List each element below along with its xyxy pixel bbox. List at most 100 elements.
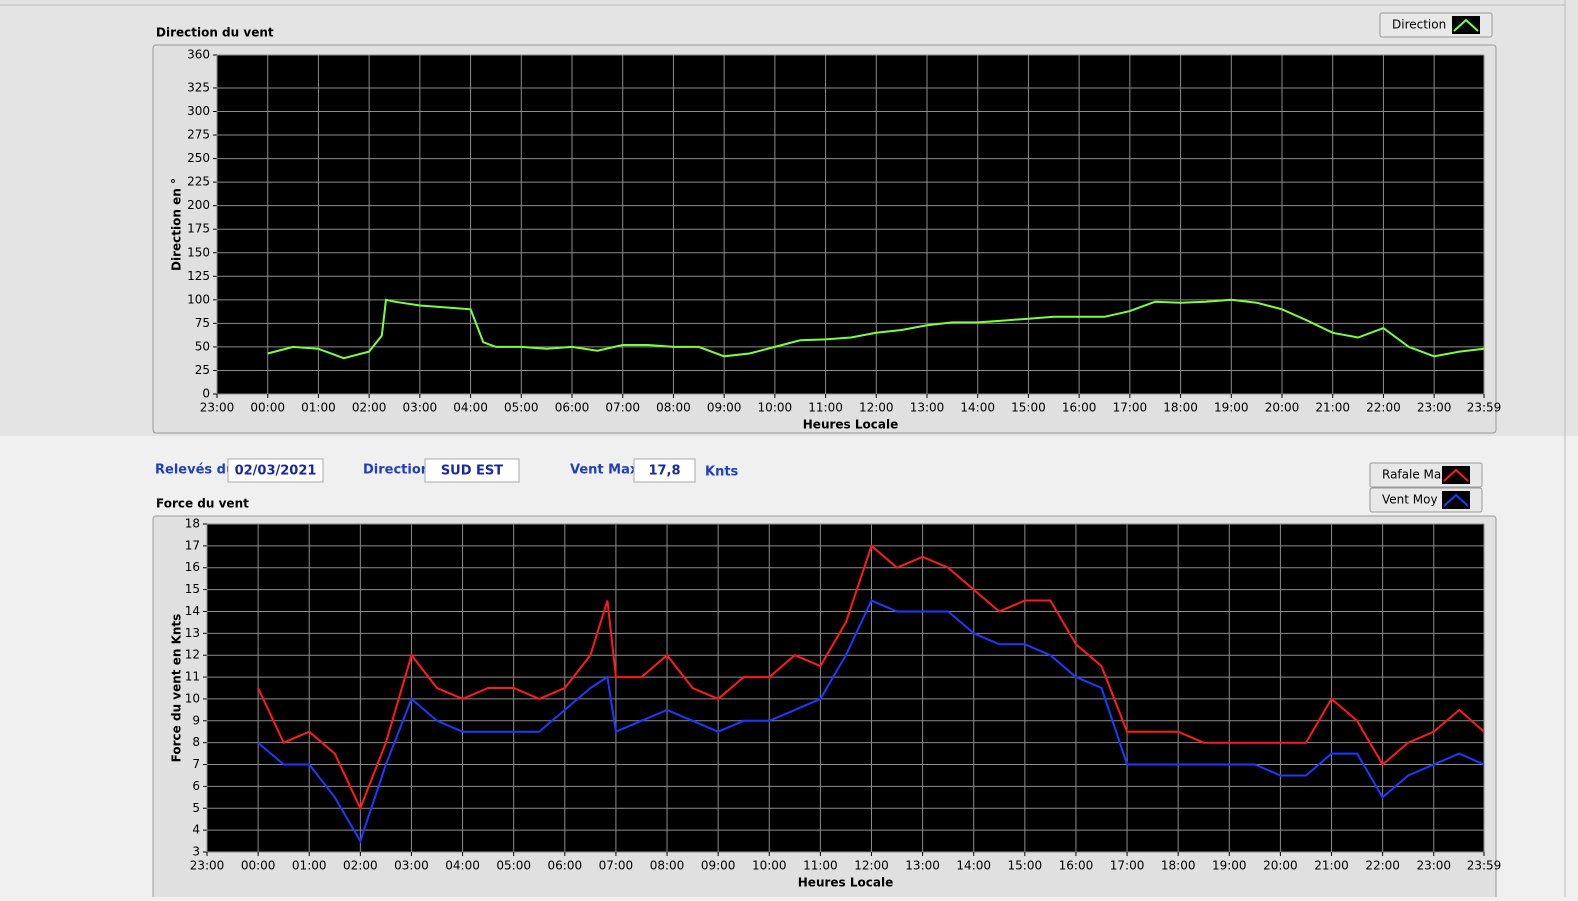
- x-tick-label: 01:00: [292, 859, 327, 873]
- x-tick-label: 03:00: [403, 401, 438, 415]
- x-tick-label: 16:00: [1062, 401, 1097, 415]
- chart-title: Direction du vent: [156, 26, 274, 40]
- legend-swatch: [1443, 468, 1469, 482]
- field-box: [633, 458, 696, 483]
- x-tick-label: 19:00: [1212, 859, 1247, 873]
- x-tick-label: 23:00: [200, 401, 235, 415]
- y-axis-label: Direction en °: [170, 178, 184, 271]
- chart-title: Force du vent: [156, 497, 249, 511]
- legend-swatch-bg: [1442, 466, 1470, 484]
- y-tick-label: 100: [187, 292, 210, 306]
- field-label: Direction: [363, 463, 430, 478]
- x-axis-label: Heures Locale: [803, 418, 898, 432]
- x-tick-label: 15:00: [1008, 859, 1043, 873]
- field-label: Vent Max: [570, 463, 639, 478]
- legend-swatch-bg: [1442, 491, 1470, 509]
- x-tick-label: 23:59: [1467, 859, 1502, 873]
- x-tick-label: 05:00: [504, 401, 539, 415]
- y-tick-label: 11: [185, 670, 200, 684]
- y-tick-label: 360: [187, 48, 210, 62]
- y-tick-label: 8: [192, 735, 200, 749]
- x-tick-label: 18:00: [1163, 401, 1198, 415]
- y-tick-label: 175: [187, 222, 210, 236]
- y-tick-label: 3: [192, 845, 200, 859]
- x-tick-label: 07:00: [599, 859, 634, 873]
- x-tick-label: 20:00: [1263, 859, 1298, 873]
- y-tick-label: 4: [192, 823, 200, 837]
- data-line: [257, 544, 1485, 811]
- data-line: [257, 599, 1485, 844]
- field-label: Relevés du: [155, 463, 235, 478]
- x-tick-label: 17:00: [1113, 401, 1148, 415]
- legend-label: Direction: [1392, 18, 1446, 32]
- x-tick-label: 15:00: [1011, 401, 1046, 415]
- x-tick-label: 06:00: [548, 859, 583, 873]
- y-tick-label: 125: [187, 269, 210, 283]
- field-box: [227, 458, 324, 483]
- field-value: 02/03/2021: [235, 464, 317, 479]
- x-tick-label: 04:00: [453, 401, 488, 415]
- x-tick-label: 08:00: [656, 401, 691, 415]
- y-tick-label: 25: [195, 363, 210, 377]
- y-tick-label: 16: [185, 560, 200, 574]
- data-line: [267, 298, 1485, 360]
- x-tick-label: 03:00: [394, 859, 429, 873]
- x-tick-label: 12:00: [854, 859, 889, 873]
- x-tick-label: 01:00: [301, 401, 336, 415]
- x-tick-label: 13:00: [910, 401, 945, 415]
- y-tick-label: 275: [187, 128, 210, 142]
- y-tick-label: 12: [185, 648, 200, 662]
- legend-swatch: [1453, 18, 1479, 32]
- y-tick-label: 300: [187, 104, 210, 118]
- y-tick-label: 17: [185, 538, 200, 552]
- x-tick-label: 12:00: [859, 401, 894, 415]
- x-tick-label: 09:00: [701, 859, 736, 873]
- y-tick-label: 325: [187, 80, 210, 94]
- x-tick-label: 23:00: [190, 859, 225, 873]
- x-tick-label: 18:00: [1161, 859, 1196, 873]
- x-tick-label: 22:00: [1365, 859, 1400, 873]
- y-tick-label: 150: [187, 245, 210, 259]
- x-tick-label: 14:00: [960, 401, 995, 415]
- field-value: 17,8: [648, 464, 680, 479]
- x-tick-label: 23:00: [1417, 401, 1452, 415]
- x-tick-label: 14:00: [956, 859, 991, 873]
- y-tick-label: 250: [187, 151, 210, 165]
- legend-label: Rafale Max: [1382, 468, 1448, 482]
- x-tick-label: 23:59: [1467, 401, 1502, 415]
- legend-label: Vent Moy: [1382, 493, 1438, 507]
- x-tick-label: 10:00: [752, 859, 787, 873]
- legend-swatch: [1443, 493, 1469, 507]
- y-axis-label: Force du vent en Knts: [170, 614, 184, 763]
- x-tick-label: 10:00: [758, 401, 793, 415]
- x-tick-label: 06:00: [555, 401, 590, 415]
- field-box: [424, 458, 520, 483]
- x-tick-label: 20:00: [1265, 401, 1300, 415]
- plot-area: [207, 524, 1484, 852]
- y-tick-label: 6: [192, 779, 200, 793]
- x-tick-label: 23:00: [1416, 859, 1451, 873]
- x-tick-label: 05:00: [496, 859, 531, 873]
- x-tick-label: 13:00: [905, 859, 940, 873]
- plot-area: [217, 55, 1484, 394]
- y-tick-label: 200: [187, 198, 210, 212]
- x-tick-label: 17:00: [1110, 859, 1145, 873]
- y-tick-label: 18: [185, 517, 200, 531]
- x-tick-label: 00:00: [250, 401, 285, 415]
- y-tick-label: 10: [185, 691, 200, 705]
- y-tick-label: 5: [192, 801, 200, 815]
- x-tick-label: 16:00: [1059, 859, 1094, 873]
- x-tick-label: 11:00: [803, 859, 838, 873]
- y-tick-label: 50: [195, 339, 210, 353]
- y-tick-label: 0: [202, 387, 210, 401]
- field-value: SUD EST: [441, 464, 503, 479]
- y-tick-label: 225: [187, 175, 210, 189]
- y-tick-label: 9: [192, 713, 200, 727]
- field-unit: Knts: [705, 465, 739, 480]
- x-tick-label: 07:00: [605, 401, 640, 415]
- x-tick-label: 02:00: [343, 859, 378, 873]
- x-axis-label: Heures Locale: [798, 876, 893, 890]
- y-tick-label: 15: [185, 582, 200, 596]
- x-tick-label: 04:00: [445, 859, 480, 873]
